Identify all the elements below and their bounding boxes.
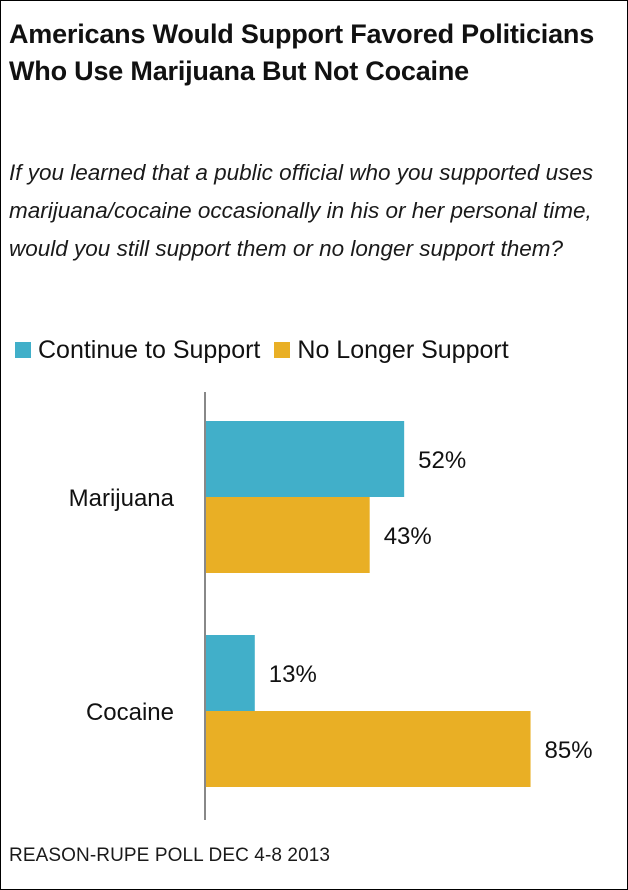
value-label-cocaine-no-longer: 85% [545, 737, 593, 764]
value-label-cocaine-continue: 13% [269, 661, 317, 688]
legend-label-continue: Continue to Support [38, 335, 261, 364]
bar-cocaine-continue [205, 635, 255, 711]
bar-marijuana-no-longer [205, 497, 370, 573]
legend-item-no-longer: No Longer Support [274, 335, 509, 365]
bar-marijuana-continue [205, 421, 405, 497]
legend: Continue to Support No Longer Support [15, 332, 523, 368]
value-label-marijuana-continue: 52% [418, 447, 466, 474]
value-label-marijuana-no-longer: 43% [384, 523, 432, 550]
legend-label-no-longer: No Longer Support [297, 335, 509, 364]
source-note: REASON-RUPE POLL DEC 4-8 2013 [9, 845, 331, 866]
chart-title: Americans Would Support Favored Politici… [9, 19, 595, 86]
legend-swatch-continue [15, 342, 31, 358]
legend-item-continue: Continue to Support [15, 336, 260, 365]
chart-subtitle: If you learned that a public official wh… [9, 160, 594, 261]
bar-chart: 52% 43% Marijuana 13% 85% Cocaine [69, 392, 593, 820]
category-label-marijuana: Marijuana [69, 485, 175, 512]
bar-cocaine-no-longer [205, 711, 531, 787]
legend-swatch-no-longer [274, 342, 291, 358]
category-label-cocaine: Cocaine [86, 699, 174, 726]
